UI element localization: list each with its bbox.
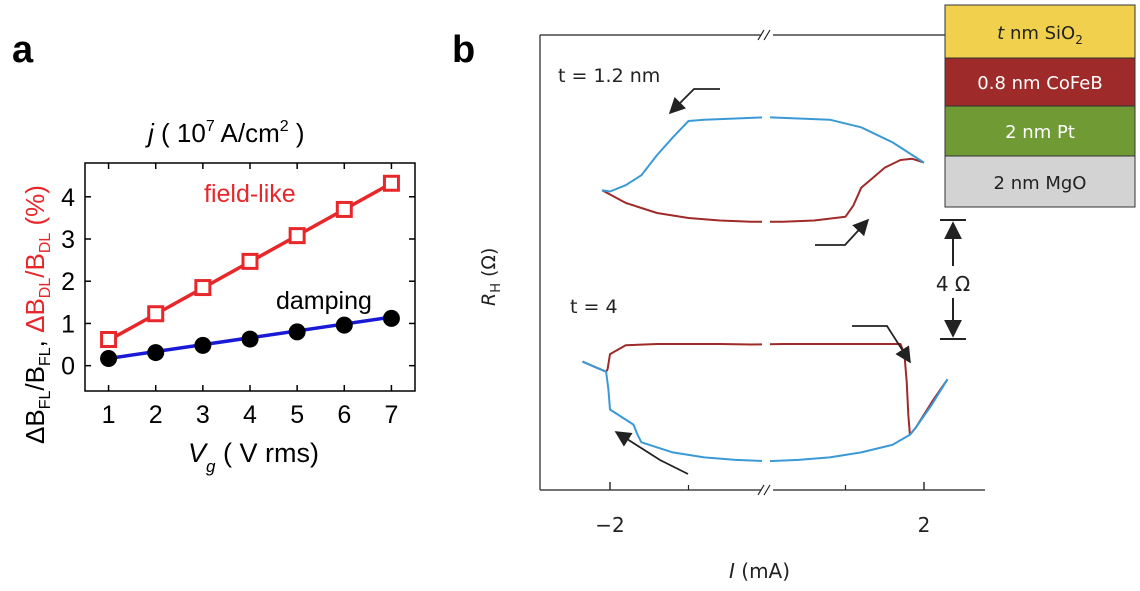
y-tick-label: 3 bbox=[61, 226, 75, 254]
panel-a-label: a bbox=[12, 29, 34, 71]
x-tick-label: 6 bbox=[337, 401, 351, 429]
marker-damping bbox=[382, 309, 400, 327]
xlabel-i: I bbox=[729, 559, 735, 583]
layer-cofeb bbox=[944, 57, 1136, 107]
top-label-exp: 7 bbox=[206, 118, 215, 135]
axis-break-marks bbox=[757, 29, 771, 496]
panel-b-y-axis-label: RH (Ω) bbox=[478, 248, 504, 306]
x-tick-label: 3 bbox=[196, 401, 210, 429]
marker-field-like bbox=[241, 252, 259, 270]
arrow-icon-lower-right bbox=[852, 325, 911, 364]
t-label-1-2nm: t = 1.2 nm bbox=[558, 65, 660, 87]
panel-b-curves bbox=[582, 116, 949, 463]
marker-field-like bbox=[100, 330, 118, 348]
layer-sio2-sub: 2 bbox=[1075, 33, 1083, 47]
marker-damping bbox=[194, 336, 212, 354]
xlabel-rest: ( V rms) bbox=[215, 438, 318, 468]
layer-sio2-label: t nm SiO2 bbox=[997, 23, 1083, 47]
marker-damping bbox=[147, 344, 165, 362]
curve-t4-down bbox=[582, 360, 949, 463]
x-tick-label: 4 bbox=[243, 401, 257, 429]
ylabel-r: R bbox=[478, 293, 500, 306]
panel-a-x-axis-label: Vg ( V rms) bbox=[188, 438, 319, 476]
scale-label: 4 Ω bbox=[936, 272, 970, 296]
y-tick-label: 0 bbox=[61, 353, 75, 381]
panel-b-x-axis-label: I (mA) bbox=[729, 559, 790, 583]
ylabel-red1: ΔB bbox=[20, 298, 50, 333]
marker-field-like bbox=[335, 200, 353, 218]
xlabel-sub: g bbox=[206, 457, 216, 476]
t-label-4: t = 4 bbox=[570, 296, 618, 318]
x-tick-label: 2 bbox=[149, 401, 163, 429]
arrow-icon-upper-left bbox=[668, 88, 720, 115]
marker-field-like bbox=[194, 279, 212, 297]
panel-a-markers bbox=[100, 174, 400, 367]
ylabel-black1-sub: FL bbox=[37, 391, 54, 410]
ylabel-black2: /B bbox=[20, 366, 50, 391]
layer-mgo-label: 2 nm MgO bbox=[994, 173, 1087, 194]
ylabel-red1-sub: DL bbox=[37, 278, 54, 299]
y-tick-label: 4 bbox=[61, 184, 75, 212]
curve-t12-down bbox=[601, 116, 925, 193]
layer-sio2 bbox=[944, 4, 1136, 59]
y-tick-label: 2 bbox=[61, 268, 75, 296]
curve-break-gap bbox=[762, 90, 770, 470]
layer-pt-label: 2 nm Pt bbox=[1005, 122, 1075, 143]
marker-field-like bbox=[382, 174, 400, 192]
y-tick-label: 1 bbox=[61, 310, 75, 338]
curve-t4-up bbox=[582, 343, 949, 436]
layer-cofeb-label: 0.8 nm CoFeB bbox=[977, 73, 1102, 94]
marker-field-like bbox=[288, 227, 306, 245]
ylabel-pct: (%) bbox=[20, 185, 50, 233]
x-tick-label: 1 bbox=[102, 401, 116, 429]
layer-mgo bbox=[944, 155, 1136, 208]
top-label-exp2: 2 bbox=[280, 118, 289, 135]
marker-damping bbox=[288, 323, 306, 341]
marker-damping bbox=[335, 316, 353, 334]
top-label-j: j bbox=[145, 118, 155, 148]
curve-t12-up bbox=[601, 157, 925, 223]
scale-bar bbox=[940, 219, 966, 340]
panel-b-plot-frame bbox=[539, 34, 985, 491]
arrow-icon-lower-left bbox=[614, 431, 689, 475]
ylabel-red2-sub: DL bbox=[37, 233, 54, 254]
layer-sio2-text: nm SiO bbox=[1004, 23, 1075, 44]
ylabel-black2-sub: FL bbox=[37, 347, 54, 366]
marker-damping bbox=[100, 349, 118, 367]
layer-sio2-t: t bbox=[997, 23, 1005, 44]
panel-a-top-axis-label: j ( 107 A/cm2 ) bbox=[145, 118, 305, 148]
layer-stack: t nm SiO2 0.8 nm CoFeB 2 nm Pt 2 nm MgO bbox=[944, 4, 1136, 208]
panel-b-ticks: −2 2 bbox=[595, 482, 930, 537]
x-tick-label: −2 bbox=[595, 513, 624, 537]
ylabel-red2: /B bbox=[20, 253, 50, 278]
top-label-post: ) bbox=[289, 118, 305, 148]
ylabel-black1: ΔB bbox=[20, 409, 50, 444]
sweep-arrows bbox=[614, 88, 911, 475]
marker-damping bbox=[241, 330, 259, 348]
x-tick-label: 2 bbox=[918, 513, 931, 537]
xlabel-unit: (mA) bbox=[735, 559, 790, 583]
panel-a-y-axis-label: ΔBFL/BFL, ΔBDL/BDL (%) bbox=[20, 185, 54, 444]
layer-pt bbox=[944, 105, 1136, 157]
top-label-mid: A/cm bbox=[215, 118, 280, 148]
top-label-pre: ( 10 bbox=[154, 118, 206, 148]
ylabel-r-sub: H bbox=[489, 283, 504, 293]
marker-field-like bbox=[147, 305, 165, 323]
x-tick-label: 7 bbox=[384, 401, 398, 429]
ylabel-r-unit: (Ω) bbox=[478, 248, 500, 283]
arrow-icon-upper-right bbox=[815, 218, 870, 246]
series-label-field-like: field-like bbox=[204, 180, 296, 208]
xlabel-v: V bbox=[188, 438, 209, 468]
x-tick-label: 5 bbox=[290, 401, 304, 429]
panel-b-label: b bbox=[452, 29, 475, 71]
series-label-damping: damping bbox=[276, 287, 372, 315]
ylabel-sep: , bbox=[20, 333, 50, 347]
